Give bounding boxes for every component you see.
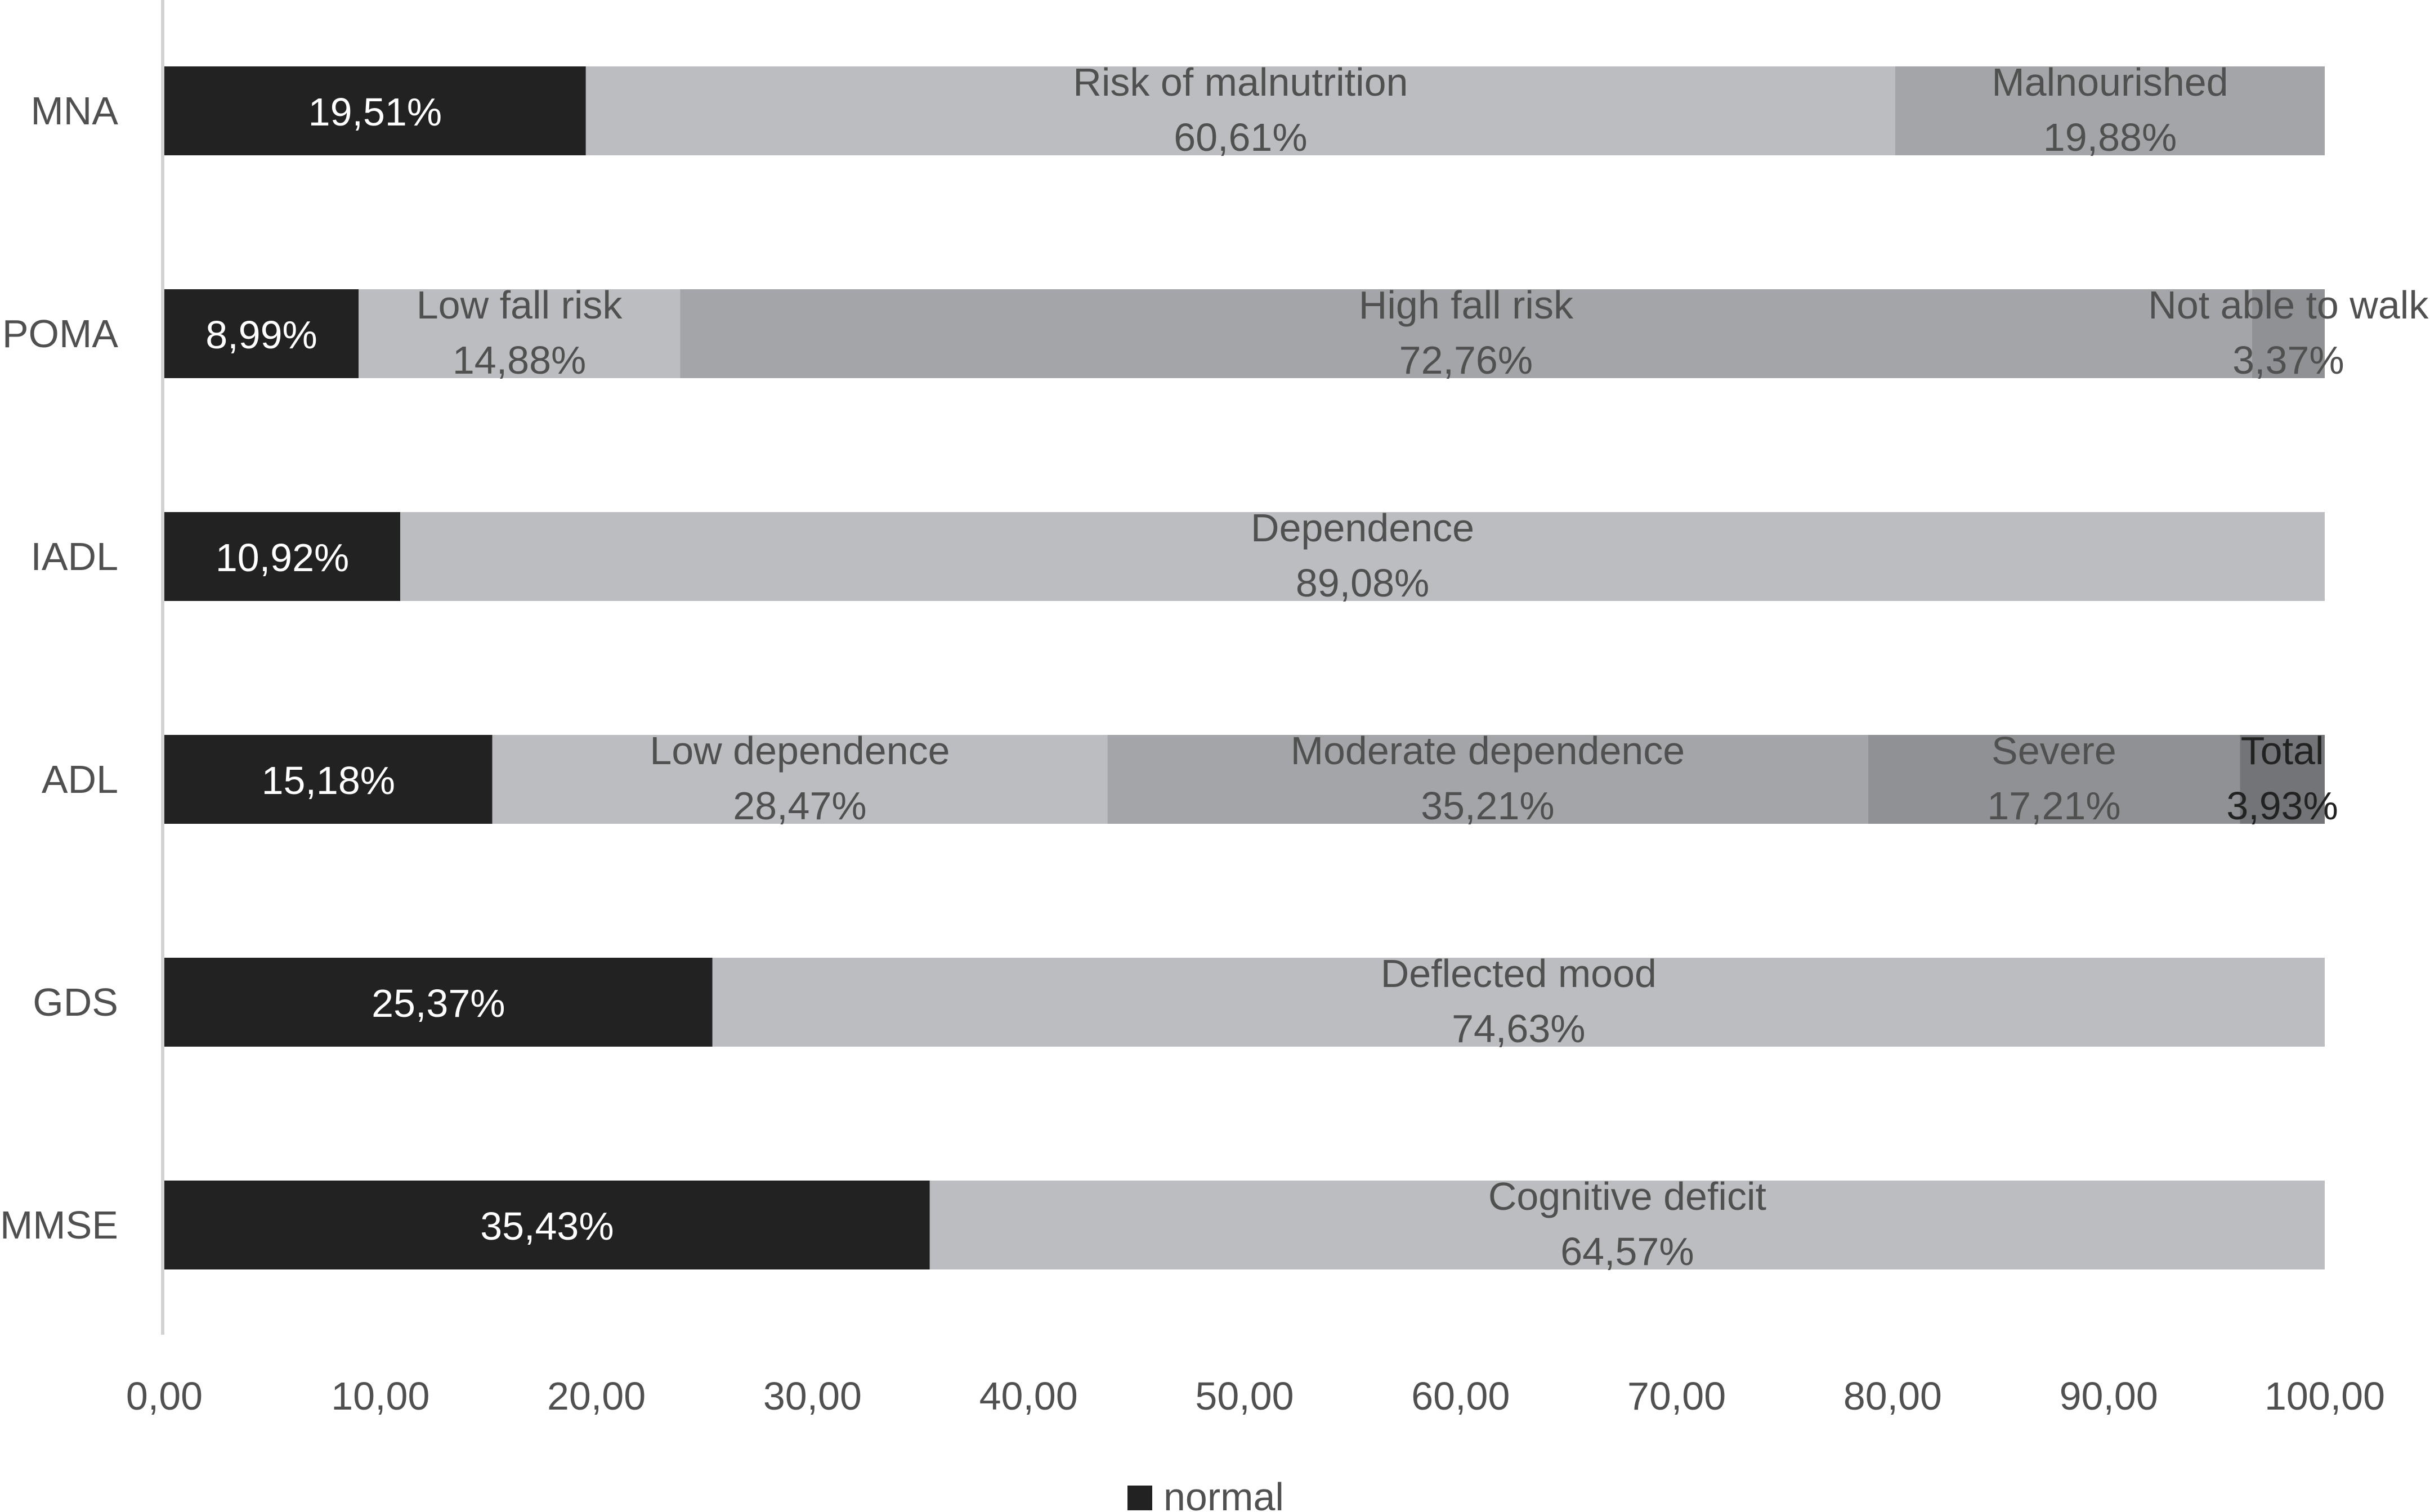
segment-name-mna-malnourished: Malnourished: [1992, 60, 2228, 104]
x-tick-label: 100,00: [2265, 1374, 2385, 1418]
bar-gds-normal: [164, 958, 713, 1047]
value-label-mmse-normal: 35,43%: [480, 1204, 614, 1248]
x-tick-label: 90,00: [2060, 1374, 2158, 1418]
legend: normal: [1127, 1475, 1284, 1512]
value-label-poma-low-fall-risk: 14,88%: [453, 338, 586, 382]
bar-adl-total: [2240, 735, 2325, 824]
segment-name-adl-moderate-dependence: Moderate dependence: [1291, 729, 1685, 773]
category-labels-layer: MNA POMA IADL ADL GDS MMSE: [0, 89, 118, 1247]
value-label-iadl-dependence: 89,08%: [1296, 561, 1429, 605]
value-label-poma-normal: 8,99%: [205, 313, 317, 357]
bar-adl-moderate-dependence: [1107, 735, 1868, 824]
category-label-poma: POMA: [2, 312, 118, 356]
legend-swatch-normal: [1127, 1486, 1152, 1510]
bar-iadl-dependence: [400, 512, 2325, 601]
category-label-mna: MNA: [30, 89, 118, 133]
bar-gds-deflected-mood: [712, 958, 2325, 1047]
segment-name-adl-total: Total: [2241, 729, 2324, 773]
segment-name-poma-high-fall-risk: High fall risk: [1359, 283, 1574, 327]
bar-poma-high-fall-risk: [680, 289, 2252, 378]
bar-poma-normal: [164, 289, 359, 378]
bar-mna-normal: [164, 66, 586, 155]
category-label-gds: GDS: [33, 980, 118, 1024]
segment-name-adl-low-dependence: Low dependence: [650, 729, 950, 773]
x-axis-tick-labels: 0,00 10,00 20,00 30,00 40,00 50,00 60,00 70,00 8…: [126, 1374, 2385, 1418]
value-label-adl-severe: 17,21%: [1987, 784, 2120, 828]
bar-adl-severe: [1868, 735, 2240, 824]
value-label-gds-normal: 25,37%: [372, 981, 505, 1025]
x-tick-label: 10,00: [331, 1374, 429, 1418]
value-label-adl-total: 3,93%: [2226, 784, 2338, 828]
x-tick-label: 80,00: [1843, 1374, 1942, 1418]
segment-name-mna-risk-of-malnutrition: Risk of malnutrition: [1073, 60, 1408, 104]
segment-name-adl-severe: Severe: [1992, 729, 2116, 773]
legend-label-normal: normal: [1163, 1475, 1284, 1512]
value-label-adl-moderate-dependence: 35,21%: [1421, 784, 1554, 828]
x-tick-label: 70,00: [1627, 1374, 1726, 1418]
category-label-iadl: IADL: [30, 535, 118, 578]
bar-adl-normal: [164, 735, 493, 824]
category-label-mmse: MMSE: [0, 1203, 118, 1247]
bar-iadl-normal: [164, 512, 401, 601]
value-label-iadl-normal: 10,92%: [216, 536, 349, 580]
x-tick-label: 20,00: [547, 1374, 646, 1418]
x-tick-label: 30,00: [763, 1374, 862, 1418]
value-label-adl-low-dependence: 28,47%: [733, 784, 866, 828]
segment-name-poma-not-able-to-walk: Not able to walk: [2148, 283, 2429, 327]
bar-mmse-cognitive-deficit: [929, 1181, 2325, 1269]
bar-poma-low-fall-risk: [359, 289, 681, 378]
x-tick-label: 40,00: [979, 1374, 1078, 1418]
value-label-mna-risk-of-malnutrition: 60,61%: [1174, 115, 1307, 159]
value-label-adl-normal: 15,18%: [262, 759, 395, 802]
value-label-poma-high-fall-risk: 72,76%: [1399, 338, 1533, 382]
value-label-mna-normal: 19,51%: [308, 90, 442, 134]
value-label-gds-deflected-mood: 74,63%: [1452, 1007, 1585, 1051]
value-label-mna-malnourished: 19,88%: [2043, 115, 2177, 159]
bar-mna-malnourished: [1895, 66, 2325, 155]
x-tick-label: 50,00: [1195, 1374, 1294, 1418]
x-tick-label: 60,00: [1411, 1374, 1510, 1418]
segment-name-mmse-cognitive-deficit: Cognitive deficit: [1488, 1174, 1766, 1218]
x-tick-label: 0,00: [126, 1374, 203, 1418]
bar-adl-low-dependence: [492, 735, 1108, 824]
segment-name-gds-deflected-mood: Deflected mood: [1381, 952, 1657, 995]
bar-mna-risk-of-malnutrition: [585, 66, 1896, 155]
segment-labels-layer: 19,51% Risk of malnutrition 60,61% Malnouri…: [205, 60, 2429, 1273]
segment-name-poma-low-fall-risk: Low fall risk: [417, 283, 623, 327]
value-label-mmse-cognitive-deficit: 64,57%: [1560, 1230, 1694, 1273]
category-label-adl: ADL: [42, 757, 118, 801]
bars-layer: [164, 66, 2325, 1269]
segment-name-iadl-dependence: Dependence: [1251, 506, 1474, 550]
bar-mmse-normal: [164, 1181, 930, 1269]
value-label-poma-not-able-to-walk: 3,37%: [2232, 338, 2344, 382]
bar-poma-not-able-to-walk: [2252, 289, 2325, 378]
